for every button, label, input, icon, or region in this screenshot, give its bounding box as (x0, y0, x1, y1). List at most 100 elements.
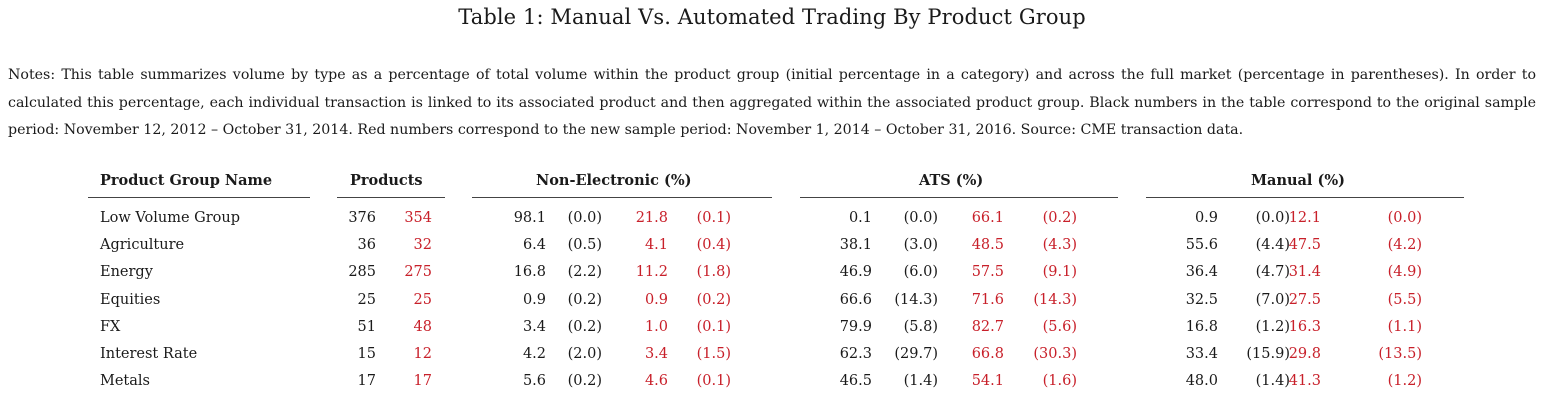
non-electronic-new-value: 4.6 (644, 373, 668, 390)
non-electronic-old-value: 98.1 (513, 210, 546, 226)
products-new-value: 25 (413, 291, 432, 308)
manual-old-market-value: (7.0) (1255, 291, 1290, 308)
ats-new-market-value: (9.1) (1042, 264, 1077, 281)
products-old-value: 36 (357, 237, 376, 254)
ats-old-value: 38.1 (839, 237, 872, 254)
ats-new-value: 66.1 (971, 210, 1004, 226)
ats-new-market-value: (5.6) (1042, 318, 1077, 335)
manual-old-value: 0.9 (1194, 210, 1218, 226)
product-group-name: FX (100, 318, 121, 335)
products-old-value: 17 (357, 373, 376, 390)
non-electronic-old-value: 3.4 (522, 318, 546, 335)
manual-old-value: 32.5 (1185, 291, 1218, 308)
header-rule-manual (1146, 197, 1464, 198)
non-electronic-old-value: 16.8 (513, 264, 546, 281)
non-electronic-new-value: 21.8 (635, 210, 668, 226)
manual-old-market-value: (1.2) (1255, 318, 1290, 335)
non-electronic-new-market-value: (0.1) (696, 373, 731, 390)
ats-old-market-value: (0.0) (903, 210, 938, 226)
non-electronic-new-market-value: (0.1) (696, 210, 731, 226)
table-row: Agriculture 36 32 6.4 (0.5) 4.1 (0.4) 38.1 (3.0)… (0, 236, 1544, 258)
table-row: Low Volume Group 376 354 98.1 (0.0) 21.8 (0.1)… (0, 209, 1544, 231)
ats-old-value: 62.3 (839, 346, 872, 362)
manual-new-market-value: (4.2) (1387, 237, 1422, 254)
manual-new-market-value: (4.9) (1387, 264, 1422, 281)
manual-new-value: 47.5 (1288, 237, 1321, 254)
ats-old-market-value: (29.7) (894, 346, 938, 362)
non-electronic-old-market-value: (0.0) (567, 210, 602, 226)
ats-new-value: 71.6 (971, 291, 1004, 308)
manual-old-value: 36.4 (1185, 264, 1218, 281)
manual-old-market-value: (0.0) (1255, 210, 1290, 226)
product-group-name: Low Volume Group (100, 210, 241, 226)
product-group-name: Equities (100, 291, 161, 308)
non-electronic-new-value: 11.2 (635, 264, 668, 281)
ats-old-market-value: (14.3) (894, 291, 938, 308)
product-group-name: Interest Rate (100, 346, 198, 362)
products-old-value: 285 (348, 264, 376, 281)
manual-old-value: 48.0 (1185, 373, 1218, 390)
non-electronic-new-value: 4.1 (644, 237, 668, 254)
table-row: FX 51 48 3.4 (0.2) 1.0 (0.1) 79.9 (5.8) 82.7 (5.6)… (0, 318, 1544, 340)
ats-new-value: 48.5 (971, 237, 1004, 254)
manual-new-value: 16.3 (1288, 318, 1321, 335)
products-old-value: 51 (357, 318, 376, 335)
non-electronic-old-market-value: (0.2) (567, 291, 602, 308)
header-products: Products (350, 172, 423, 189)
table-row: Interest Rate 15 12 4.2 (2.0) 3.4 (1.5) 62.3 (29… (0, 345, 1544, 367)
manual-new-market-value: (13.5) (1378, 346, 1422, 362)
header-rule-products (337, 197, 445, 198)
non-electronic-new-value: 1.0 (644, 318, 668, 335)
ats-new-market-value: (4.3) (1042, 237, 1077, 254)
manual-new-market-value: (1.2) (1387, 373, 1422, 390)
ats-old-value: 66.6 (839, 291, 872, 308)
ats-new-value: 66.8 (971, 346, 1004, 362)
non-electronic-old-value: 6.4 (522, 237, 546, 254)
manual-old-value: 55.6 (1185, 237, 1218, 254)
product-group-name: Metals (100, 373, 150, 390)
manual-new-value: 31.4 (1288, 264, 1321, 281)
products-new-value: 275 (404, 264, 432, 281)
non-electronic-new-value: 0.9 (644, 291, 668, 308)
manual-new-value: 12.1 (1288, 210, 1321, 226)
ats-old-market-value: (3.0) (903, 237, 938, 254)
table-row: Energy 285 275 16.8 (2.2) 11.2 (1.8) 46.9 (6.0) 5… (0, 263, 1544, 285)
non-electronic-new-market-value: (0.1) (696, 318, 731, 335)
non-electronic-new-value: 3.4 (644, 346, 668, 362)
non-electronic-old-market-value: (2.0) (567, 346, 602, 362)
ats-old-market-value: (6.0) (903, 264, 938, 281)
header-manual: Manual (%) (1251, 172, 1345, 189)
ats-old-value: 46.9 (839, 264, 872, 281)
ats-new-value: 82.7 (971, 318, 1004, 335)
table-title: Table 1: Manual Vs. Automated Trading By… (458, 5, 1086, 29)
table-row: Metals 17 17 5.6 (0.2) 4.6 (0.1) 46.5 (1.4) 54.1 (… (0, 372, 1544, 394)
ats-new-market-value: (14.3) (1033, 291, 1077, 308)
ats-old-market-value: (5.8) (903, 318, 938, 335)
table-notes: Notes: This table summarizes volume by t… (8, 67, 1536, 138)
products-new-value: 48 (413, 318, 432, 335)
non-electronic-old-market-value: (0.5) (567, 237, 602, 254)
ats-old-market-value: (1.4) (903, 373, 938, 390)
manual-new-value: 29.8 (1288, 346, 1321, 362)
products-old-value: 25 (357, 291, 376, 308)
non-electronic-old-market-value: (0.2) (567, 373, 602, 390)
manual-old-market-value: (15.9) (1246, 346, 1290, 362)
products-new-value: 17 (413, 373, 432, 390)
manual-new-market-value: (0.0) (1387, 210, 1422, 226)
non-electronic-new-market-value: (0.2) (696, 291, 731, 308)
ats-new-market-value: (30.3) (1033, 346, 1077, 362)
header-ats: ATS (%) (919, 172, 984, 189)
product-group-name: Energy (100, 264, 153, 281)
ats-new-market-value: (0.2) (1042, 210, 1077, 226)
manual-old-market-value: (1.4) (1255, 373, 1290, 390)
ats-new-value: 57.5 (971, 264, 1004, 281)
header-rule-ats (800, 197, 1118, 198)
non-electronic-new-market-value: (0.4) (696, 237, 731, 254)
manual-old-market-value: (4.7) (1255, 264, 1290, 281)
manual-new-value: 27.5 (1288, 291, 1321, 308)
non-electronic-new-market-value: (1.8) (696, 264, 731, 281)
header-non-electronic: Non-Electronic (%) (536, 172, 692, 189)
ats-old-value: 46.5 (839, 373, 872, 390)
product-group-name: Agriculture (100, 237, 185, 254)
products-old-value: 15 (357, 346, 376, 362)
